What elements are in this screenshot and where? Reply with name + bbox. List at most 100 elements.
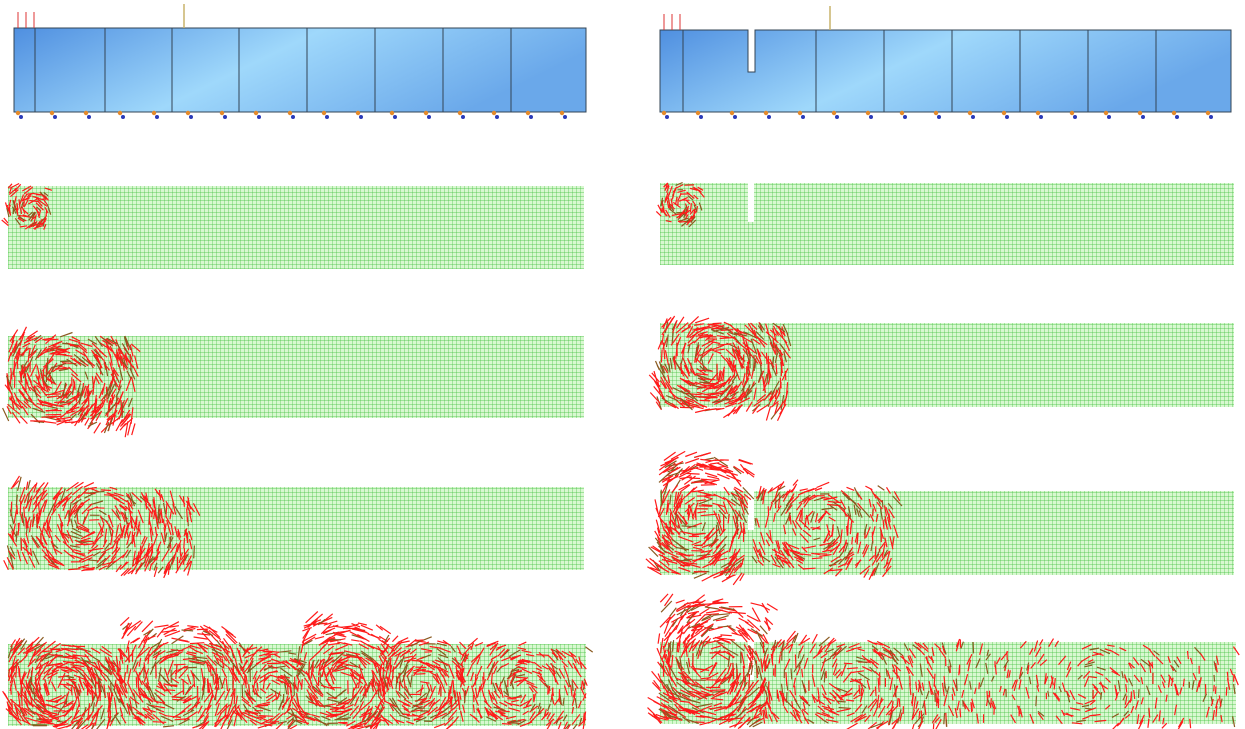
support xyxy=(288,111,292,115)
vector xyxy=(658,633,660,643)
support xyxy=(903,115,907,119)
support xyxy=(155,115,159,119)
support xyxy=(934,111,938,115)
vector xyxy=(944,713,945,724)
vector xyxy=(697,716,709,717)
support xyxy=(189,115,193,119)
vector xyxy=(154,625,168,627)
vector xyxy=(302,628,311,631)
vector xyxy=(1149,708,1150,718)
vector xyxy=(847,526,848,536)
vector xyxy=(3,408,9,421)
vector xyxy=(910,676,911,686)
vector xyxy=(724,471,737,475)
vector xyxy=(743,355,744,366)
vector xyxy=(817,482,830,487)
vector xyxy=(1215,687,1216,694)
vector xyxy=(234,688,235,704)
vector xyxy=(194,546,195,559)
support xyxy=(359,115,363,119)
vector xyxy=(76,544,85,545)
support xyxy=(1172,111,1176,115)
support xyxy=(971,115,975,119)
vector xyxy=(793,480,798,486)
vector xyxy=(60,361,69,362)
mesh xyxy=(660,183,1234,265)
vector xyxy=(315,637,324,639)
vector xyxy=(68,569,80,570)
vector xyxy=(11,375,12,386)
vector xyxy=(847,487,855,490)
support xyxy=(730,111,734,115)
vector xyxy=(700,400,711,401)
vector xyxy=(728,407,736,416)
vector xyxy=(361,625,373,630)
support xyxy=(798,111,802,115)
support xyxy=(801,115,805,119)
support xyxy=(257,115,261,119)
page: (() => { const data = JSON.parse(documen… xyxy=(0,0,1245,729)
figure xyxy=(0,0,1245,729)
mesh-panels xyxy=(8,183,1236,726)
support xyxy=(733,115,737,119)
support xyxy=(220,111,224,115)
support xyxy=(87,115,91,119)
vector xyxy=(242,685,243,698)
model-left xyxy=(14,4,586,112)
vector xyxy=(475,674,476,686)
vector xyxy=(194,637,208,639)
support xyxy=(254,111,258,115)
vector xyxy=(20,501,21,515)
support xyxy=(1070,111,1074,115)
vector xyxy=(689,478,700,479)
vector xyxy=(416,708,425,709)
vector xyxy=(899,699,900,707)
vector xyxy=(24,507,25,518)
support xyxy=(461,115,465,119)
vector xyxy=(130,638,138,643)
vector xyxy=(865,486,872,490)
support xyxy=(495,115,499,119)
support xyxy=(427,115,431,119)
vector xyxy=(85,418,89,426)
vector xyxy=(584,713,585,721)
vector xyxy=(45,394,61,395)
support xyxy=(16,111,20,115)
vector xyxy=(66,649,79,650)
vector xyxy=(302,679,303,690)
support xyxy=(560,111,564,115)
vector xyxy=(847,668,858,669)
vector xyxy=(760,626,767,634)
vector xyxy=(94,423,101,434)
vector xyxy=(451,696,452,710)
vector xyxy=(136,677,137,688)
vector xyxy=(882,500,883,508)
vector xyxy=(65,422,77,423)
support xyxy=(1036,111,1040,115)
support xyxy=(390,111,394,115)
vector xyxy=(700,608,710,614)
support xyxy=(866,111,870,115)
support xyxy=(1141,115,1145,119)
vector xyxy=(21,208,22,214)
support xyxy=(291,115,295,119)
vector xyxy=(157,628,165,637)
mesh xyxy=(660,491,1234,575)
support xyxy=(563,115,567,119)
vector xyxy=(749,674,750,690)
vector xyxy=(516,677,527,678)
vector xyxy=(127,665,128,674)
vector xyxy=(184,548,185,558)
support xyxy=(696,111,700,115)
vector xyxy=(43,651,52,652)
vector xyxy=(878,486,885,491)
vector xyxy=(844,663,853,664)
vector xyxy=(751,629,763,637)
vector xyxy=(911,724,914,729)
vector xyxy=(700,459,711,460)
vector xyxy=(686,473,700,474)
vector xyxy=(380,667,381,679)
vector xyxy=(795,686,796,696)
vector xyxy=(47,358,48,374)
support xyxy=(526,111,530,115)
